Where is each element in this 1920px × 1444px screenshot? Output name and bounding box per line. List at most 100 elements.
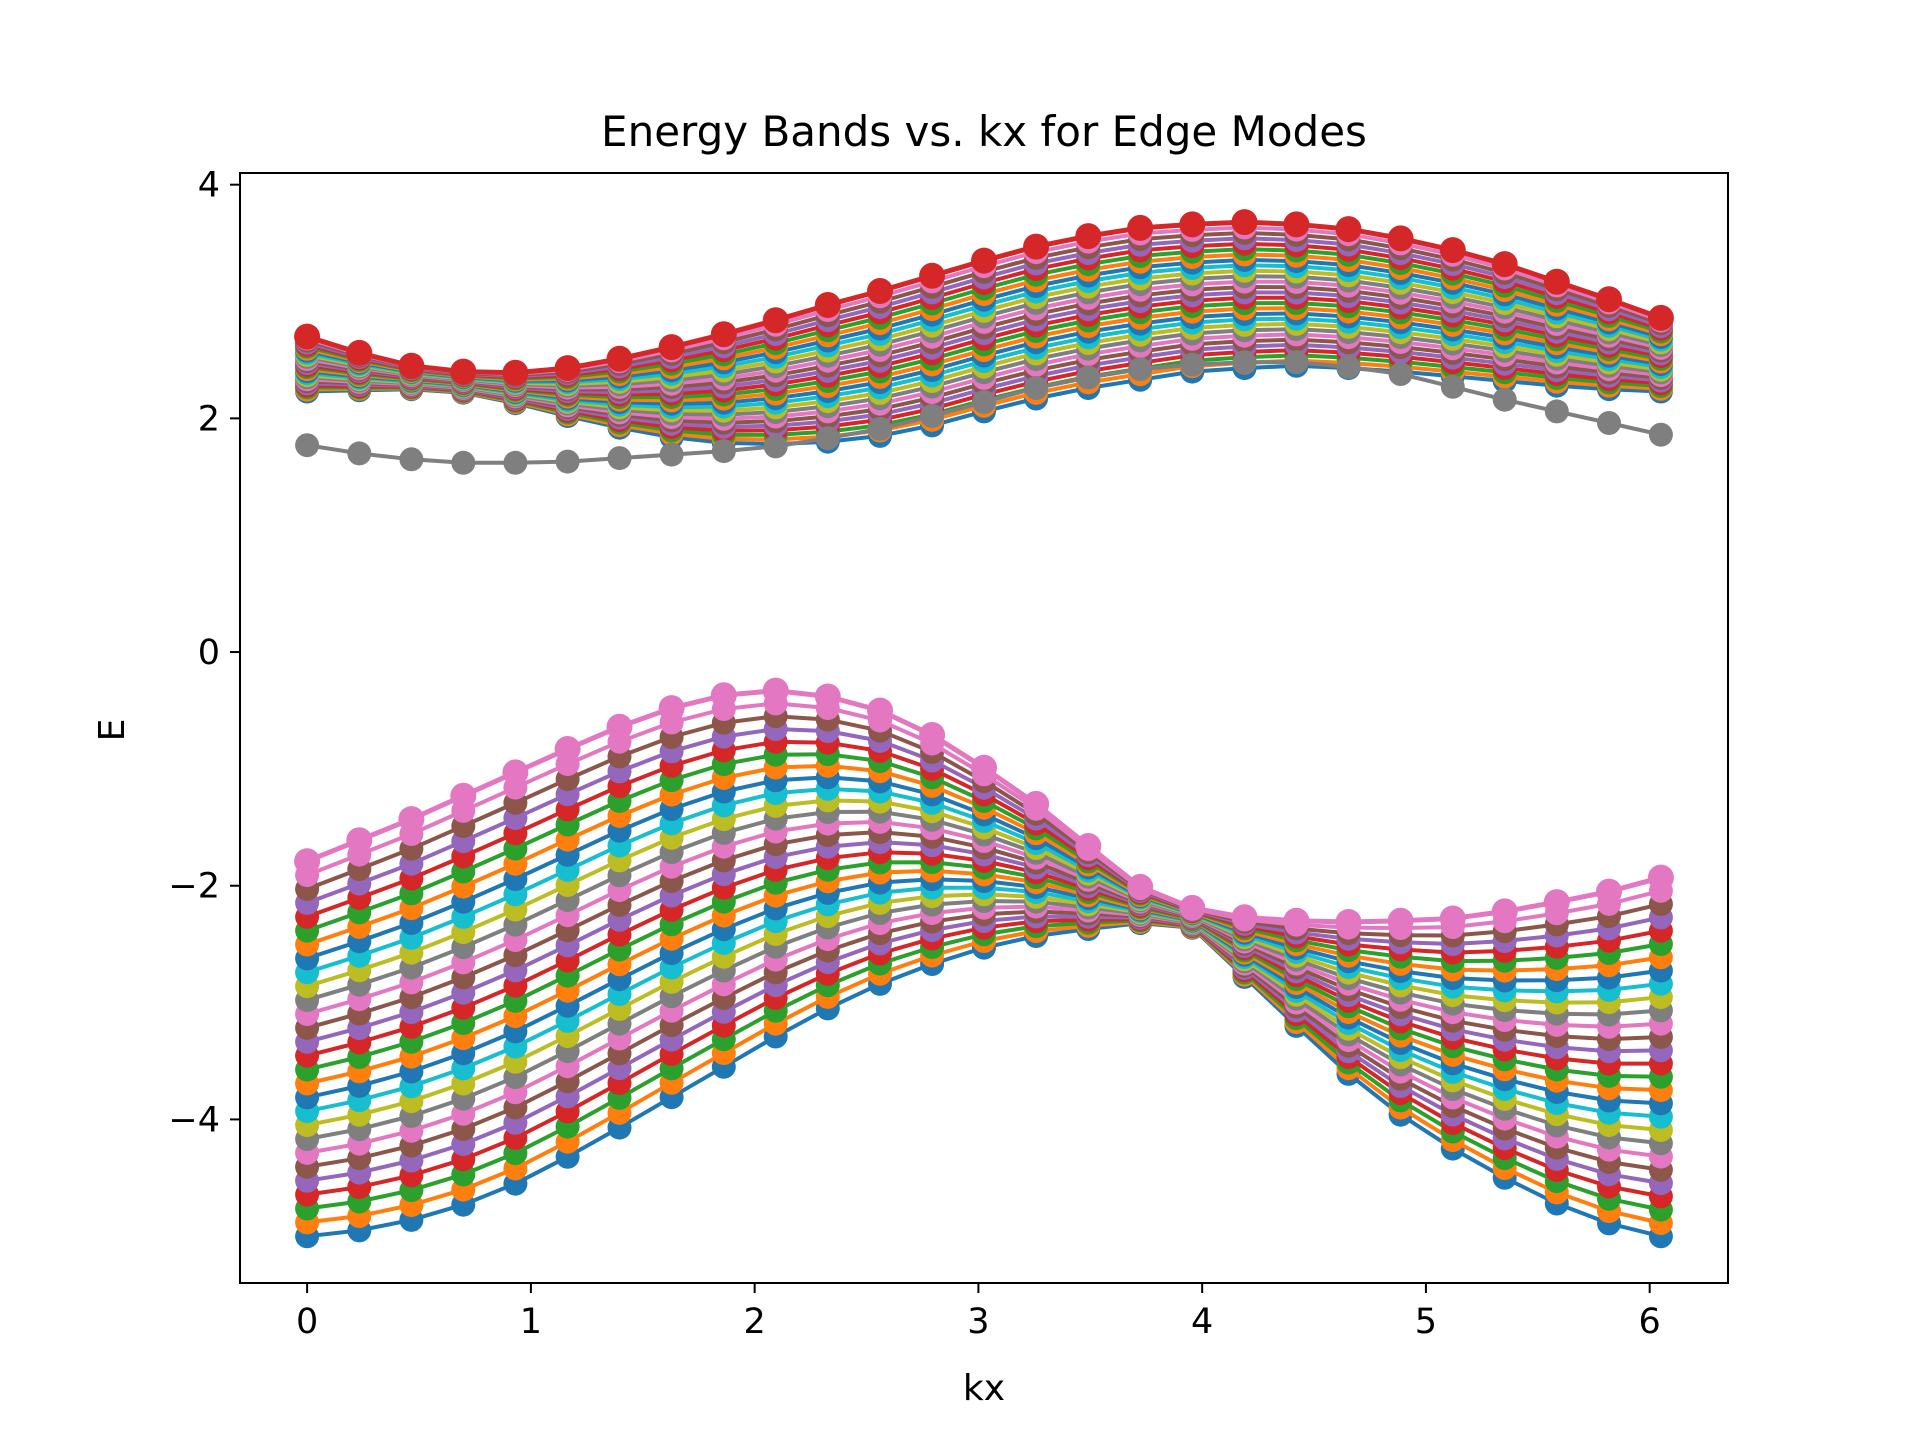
lower-band-top-series-point [1023, 790, 1050, 817]
edge-mode-series-point [1076, 365, 1101, 390]
x-tick-label: 2 [744, 1302, 766, 1342]
edge-mode-series-point [868, 416, 892, 441]
y-tick-label: −2 [168, 867, 220, 907]
edge-mode-series-point [1128, 357, 1153, 382]
lower-band-top-series-point [1075, 833, 1102, 859]
edge-mode-series-point [1388, 362, 1413, 386]
lower-band-top-series-point [294, 848, 321, 875]
edge-mode-series-point [815, 426, 840, 451]
lower-band-top-series-point [554, 736, 581, 762]
chart-title: Energy Bands vs. kx for Edge Modes [601, 107, 1367, 156]
upper-band-top-series [294, 209, 1674, 386]
x-tick-label: 3 [967, 1302, 989, 1342]
lower-band-top-series [294, 677, 1674, 935]
upper-band-top-series-point [1179, 211, 1206, 238]
y-tick-label: 2 [198, 399, 220, 439]
lower-band-top-series-point [1387, 907, 1414, 934]
series-layer [294, 209, 1674, 1249]
edge-mode-series-point [555, 449, 580, 474]
upper-band-top-series-point [919, 262, 946, 289]
edge-mode-series-point [295, 433, 320, 458]
x-tick-label: 6 [1639, 1302, 1661, 1342]
upper-band-top-series-point [1491, 251, 1518, 278]
edge-mode-series-point [659, 442, 684, 467]
edge-mode-series [295, 350, 1673, 475]
lower-band-top-series-point [1335, 909, 1362, 935]
upper-band-top-series-point [1647, 304, 1674, 331]
upper-band-top-series-point [1439, 237, 1466, 264]
lower-band-top-series-point [1283, 907, 1310, 934]
y-tick-label: 0 [198, 633, 220, 673]
edge-mode-series-point [711, 439, 736, 464]
edge-mode-series-point [399, 447, 424, 472]
upper-band-top-series-point [658, 334, 685, 361]
edge-mode-series-point [607, 446, 632, 471]
lower-band-top-series-point [919, 722, 946, 748]
upper-band-top-series-point [398, 352, 425, 379]
edge-mode-series-point [347, 441, 372, 466]
upper-band-top-series-point [762, 307, 789, 334]
upper-band-top-series-point [710, 321, 737, 348]
upper-band-top-series-point [502, 359, 529, 386]
lower-band-top-series-point [398, 806, 425, 833]
lower-band-top-series-point [346, 827, 373, 854]
edge-mode-series-point [451, 450, 476, 475]
upper-band-top-series-point [554, 355, 581, 382]
upper-band-top-series-point [1335, 216, 1362, 243]
upper-band-top-series-point [1127, 214, 1154, 241]
lower-band-top-series-point [814, 683, 841, 710]
x-axis-label: kx [963, 1368, 1005, 1409]
lower-band-top-series-point [1491, 898, 1518, 925]
lower-band-top-series-point [606, 713, 633, 740]
lower-band-top-series-point [450, 782, 477, 809]
edge-mode-series-point [503, 450, 528, 475]
upper-band-top-series-point [450, 358, 477, 385]
upper-band-top-series-point [606, 345, 633, 372]
upper-band-top-series-point [294, 323, 321, 350]
x-tick-label: 5 [1415, 1302, 1437, 1342]
tick-layer: 0 1 2 3 4 5 6 4 2 0 −2 −4 [168, 166, 1660, 1342]
edge-mode-series-point [1544, 399, 1569, 424]
upper-band-top-series-point [1231, 209, 1258, 236]
lower-band-top-series-point [710, 682, 737, 709]
lower-band-top-series-point [762, 677, 789, 704]
plot-frame [239, 172, 1729, 1284]
upper-band-top-series-point [1387, 225, 1414, 252]
edge-mode-series-point [1180, 352, 1205, 377]
edge-mode-series-point [1284, 350, 1309, 375]
edge-mode-series-point [1232, 350, 1257, 375]
upper-band-top-series-point [867, 278, 893, 304]
lower-band-top-series-point [658, 695, 685, 722]
edge-mode-series-point [1492, 387, 1517, 412]
edge-mode-series-point [1440, 374, 1465, 399]
y-tick-label: 4 [198, 166, 220, 206]
lower-band-top-series-point [1596, 878, 1622, 905]
upper-band-top-series-point [1283, 211, 1310, 238]
x-tick-label: 0 [296, 1302, 318, 1342]
upper-band-top-series-point [1596, 286, 1622, 313]
lower-band-top-series-point [502, 759, 529, 786]
edge-mode-series-point [972, 390, 996, 414]
x-tick-label: 4 [1191, 1302, 1213, 1342]
upper-band-top-series-point [971, 247, 997, 274]
edge-mode-series-point [1648, 422, 1673, 447]
y-tick-label: −4 [168, 1100, 220, 1140]
x-tick-label: 1 [520, 1302, 542, 1342]
edge-mode-series-point [1336, 355, 1361, 379]
lower-band-top-series-point [1543, 889, 1570, 916]
lower-band-top-series-point [971, 754, 997, 781]
edge-mode-series-point [763, 434, 788, 459]
upper-band-top-series-point [1023, 233, 1050, 260]
lower-band-top-series-point [1231, 904, 1258, 931]
edge-mode-series-point [1024, 376, 1049, 400]
edge-mode-series-point [920, 404, 945, 428]
lower-band-top-series-point [867, 697, 893, 724]
lower-band-top-series-point [1439, 905, 1466, 932]
upper-band-top-series-point [346, 339, 373, 366]
lower-band-top-series-point [1647, 864, 1674, 891]
upper-band-top-series-point [1075, 223, 1102, 250]
edge-mode-series-point [1597, 411, 1621, 435]
y-axis-label: E [92, 719, 133, 742]
